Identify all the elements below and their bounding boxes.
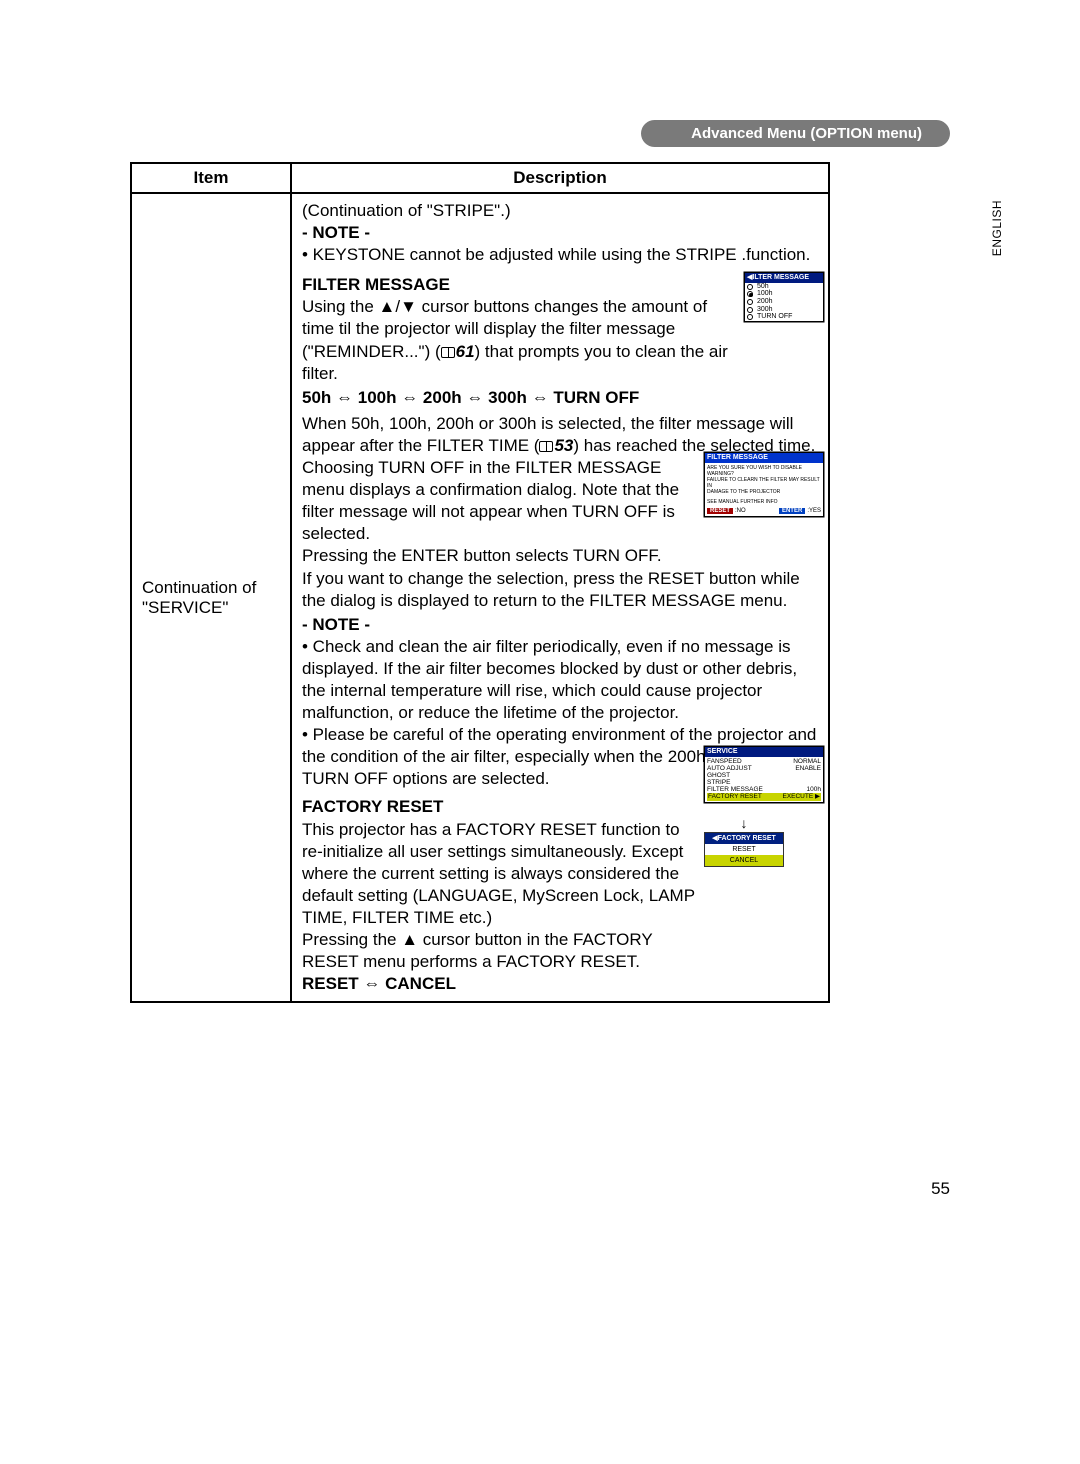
osd-btn-no: RESET:NO — [707, 507, 746, 515]
book-icon — [441, 347, 455, 358]
book-icon-2 — [539, 441, 553, 452]
filter-msg-5: If you want to change the selection, pre… — [302, 568, 818, 612]
osd-confirm: FILTER MESSAGE ARE YOU SURE YOU WISH TO … — [704, 452, 824, 517]
osd-btn-yes: ENTER:YES — [779, 507, 821, 515]
osd-service: SERVICE FANSPEEDNORMALAUTO ADJUSTENABLEG… — [704, 746, 824, 803]
filter-message-title: FILTER MESSAGE — [302, 274, 818, 296]
radio-icon — [747, 314, 753, 320]
osd-service-row: FANSPEEDNORMAL — [705, 758, 823, 765]
note-label-1: - NOTE - — [302, 222, 818, 244]
option-table: Item Description Continuation of "SERVIC… — [130, 162, 830, 1003]
keystone-note: • KEYSTONE cannot be adjusted while usin… — [302, 244, 818, 266]
page: Advanced Menu (OPTION menu) ENGLISH Item… — [0, 0, 1080, 1464]
osd-filter-option-label: TURN OFF — [757, 313, 792, 321]
osd-factory-title: ◀FACTORY RESET — [705, 833, 783, 844]
osd-service-row: STRIPE — [705, 779, 823, 786]
osd-factory-row: CANCEL — [705, 855, 783, 866]
osd-filter-list: ◀ILTER MESSAGE 50h100h200h300hTURN OFF — [744, 272, 824, 322]
page-number: 55 — [931, 1179, 950, 1199]
osd-filter-option-label: 100h — [757, 290, 773, 298]
osd-service-title: SERVICE — [705, 747, 823, 757]
factory-2: Pressing the ▲ cursor button in the FACT… — [302, 929, 702, 973]
note-label-2: - NOTE - — [302, 614, 818, 636]
cont-stripe: (Continuation of "STRIPE".) — [302, 200, 818, 222]
osd-confirm-l2: FAILURE TO CLEARN THE FILTER MAY RESULT … — [707, 477, 821, 489]
osd-confirm-title: FILTER MESSAGE — [705, 453, 823, 463]
osd-filter-option-label: 300h — [757, 306, 773, 314]
radio-icon — [747, 284, 753, 290]
osd-filter-option: 300h — [745, 306, 823, 314]
osd-filter-option-label: 200h — [757, 298, 773, 306]
th-item: Item — [131, 163, 291, 193]
table-body-row: Continuation of "SERVICE" (Continuation … — [131, 193, 829, 1002]
filter-msg-4: Pressing the ENTER button selects TURN O… — [302, 545, 818, 567]
osd-filter-option: TURN OFF — [745, 313, 823, 321]
filter-ref: 61 — [456, 342, 475, 361]
reset-cancel: RESET ⇔ CANCEL — [302, 973, 818, 995]
osd-service-row: GHOST — [705, 772, 823, 779]
osd-filter-option: 200h — [745, 298, 823, 306]
note2-1: • Check and clean the air filter periodi… — [302, 636, 818, 724]
th-description: Description — [291, 163, 829, 193]
table-header-row: Item Description — [131, 163, 829, 193]
osd-service-row: FILTER MESSAGE100h — [705, 786, 823, 793]
osd-factory-row: RESET — [705, 844, 783, 855]
content: Advanced Menu (OPTION menu) ENGLISH Item… — [130, 120, 950, 1003]
osd-filter-option: 50h — [745, 283, 823, 291]
osd-factory-group: ↓ ◀FACTORY RESET RESETCANCEL — [704, 816, 784, 867]
osd-factory-menu: ◀FACTORY RESET RESETCANCEL — [704, 832, 784, 867]
factory-1: This projector has a FACTORY RESET funct… — [302, 819, 702, 929]
arrow-down-icon: ↓ — [704, 816, 784, 830]
filter-ref-2: 53 — [554, 436, 573, 455]
filter-msg-p1: Using the ▲/▼ cursor buttons changes the… — [302, 296, 742, 384]
filter-msg-3: Choosing TURN OFF in the FILTER MESSAGE … — [302, 457, 702, 545]
item-cell: Continuation of "SERVICE" — [131, 193, 291, 1002]
osd-confirm-l3: DAMAGE TO THE PROJECTOR — [707, 489, 821, 495]
lang-tab: ENGLISH — [990, 200, 1004, 256]
description-cell: (Continuation of "STRIPE".) - NOTE - • K… — [291, 193, 829, 1002]
radio-icon — [747, 299, 753, 305]
breadcrumb: Advanced Menu (OPTION menu) — [641, 120, 950, 147]
osd-filter-option: 100h — [745, 290, 823, 298]
osd-filter-title: ◀ILTER MESSAGE — [745, 273, 823, 283]
filter-msg-p2: When 50h, 100h, 200h or 300h is selected… — [302, 413, 818, 457]
filter-options: 50h ⇔ 100h ⇔ 200h ⇔ 300h ⇔ TURN OFF — [302, 387, 818, 409]
radio-icon — [747, 291, 753, 297]
radio-icon — [747, 307, 753, 313]
osd-service-row: AUTO ADJUSTENABLE — [705, 765, 823, 772]
osd-service-row: FACTORY RESETEXECUTE ▶ — [705, 793, 823, 800]
osd-filter-option-label: 50h — [757, 283, 769, 291]
osd-confirm-l1: ARE YOU SURE YOU WISH TO DISABLE WARNING… — [707, 465, 821, 477]
